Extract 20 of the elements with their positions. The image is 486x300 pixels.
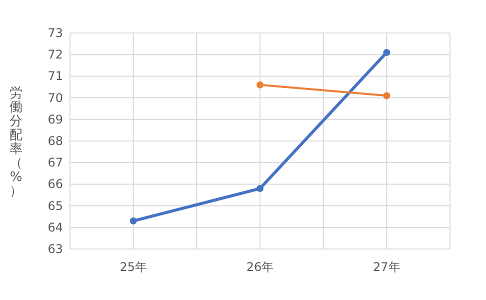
y-tick-label: 65 <box>48 198 63 213</box>
x-tick-label: 27年 <box>373 260 400 274</box>
point <box>256 185 264 192</box>
y-tick-label: 72 <box>48 48 63 62</box>
point <box>130 217 137 224</box>
y-axis-title: 労働分配率（%） <box>10 86 22 199</box>
y-tick-label: 63 <box>48 242 63 256</box>
y-tick-label: 64 <box>48 220 63 234</box>
y-tick-label: 71 <box>48 69 63 84</box>
point <box>256 81 264 88</box>
x-tick-label: 25年 <box>120 260 147 274</box>
y-tick-label: 70 <box>48 90 63 105</box>
y-tick-label: 68 <box>48 134 63 148</box>
y-tick-label: 69 <box>48 112 63 126</box>
y-tick-label: 67 <box>48 156 63 170</box>
y-tick-label: 73 <box>48 26 63 40</box>
x-tick-label: 26年 <box>246 260 274 274</box>
y-tick-label: 66 <box>48 177 63 192</box>
point <box>383 92 390 100</box>
point <box>383 48 390 56</box>
